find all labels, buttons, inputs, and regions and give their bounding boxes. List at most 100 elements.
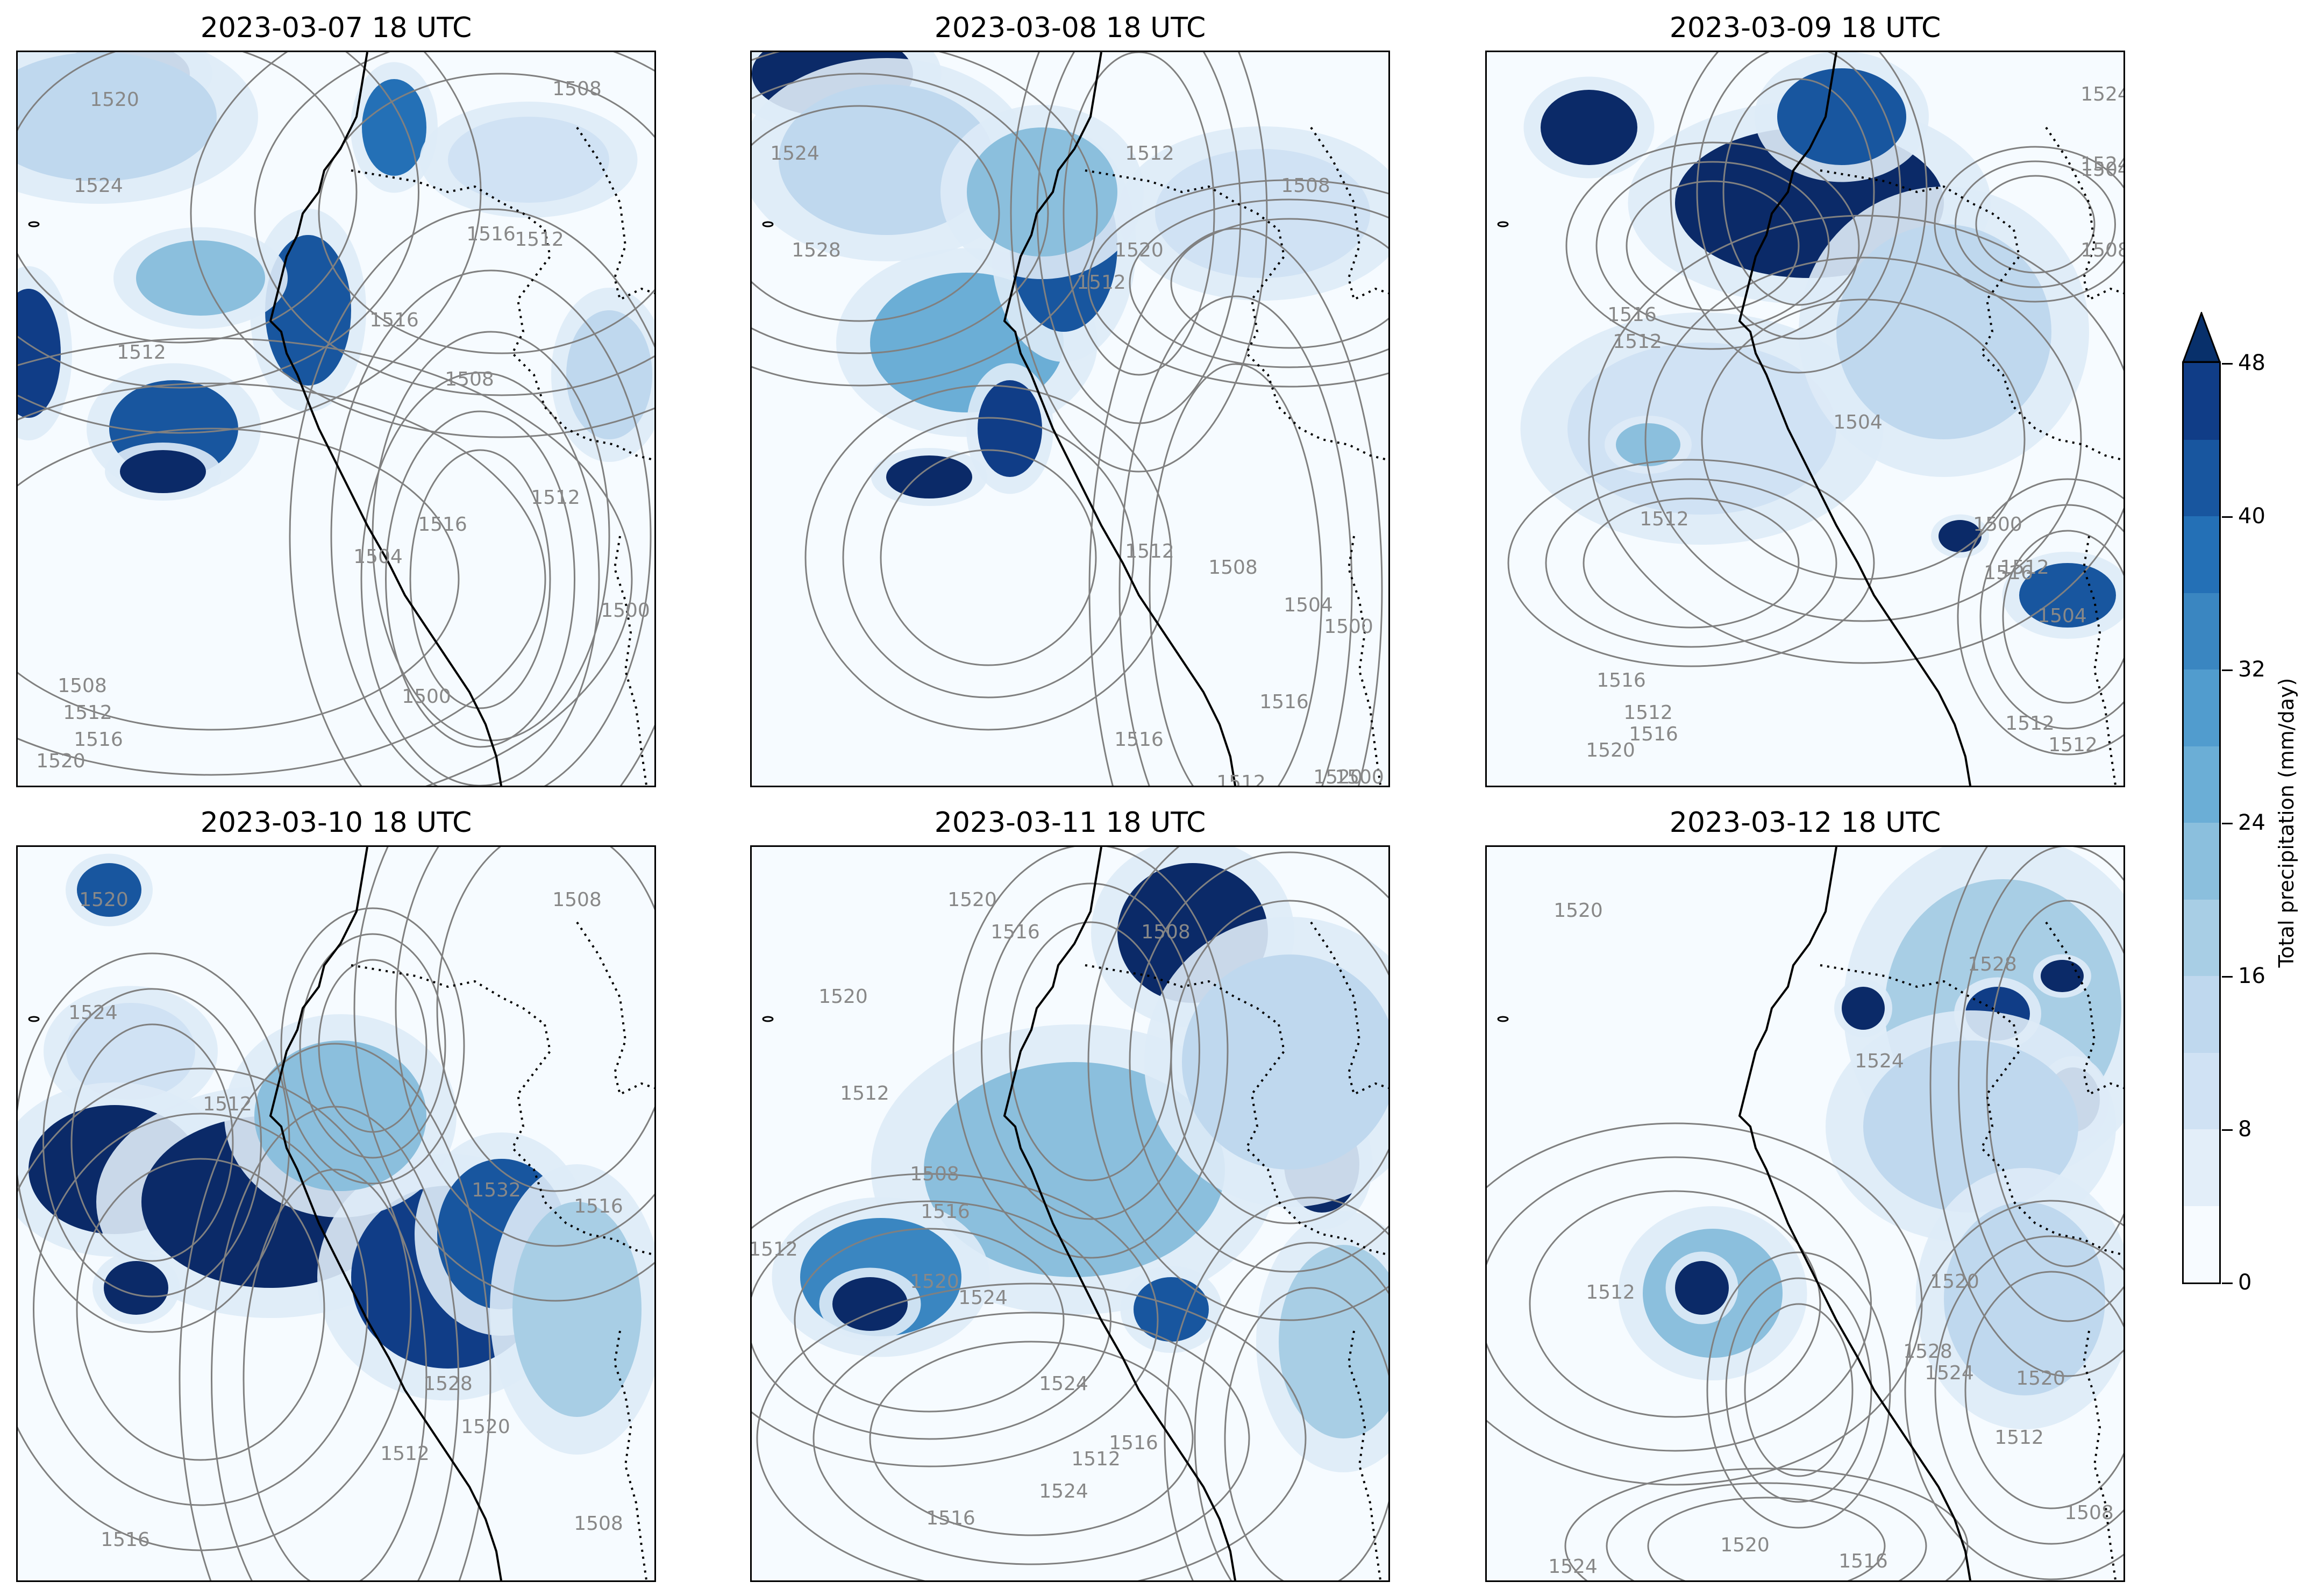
contour-label: 1508 <box>574 1513 623 1535</box>
geopotential-contour <box>289 208 654 786</box>
contour-label: 1524 <box>68 1002 118 1024</box>
geopotential-contour <box>804 384 1172 731</box>
colorbar-tick-label: 16 <box>2238 964 2265 988</box>
geopotential-contour <box>243 1168 427 1580</box>
geopotential-contour <box>1934 1235 2123 1545</box>
geopotential-contour <box>813 1312 1250 1565</box>
country-border <box>576 126 654 301</box>
precip-area <box>886 455 972 498</box>
geopotential-contour <box>794 1228 1065 1413</box>
contour-label: 1512 <box>380 1443 430 1465</box>
contour-label: 1520 <box>36 750 85 772</box>
colorbar-segment <box>2184 363 2219 440</box>
contour-label: 1508 <box>2064 1502 2114 1524</box>
contour-label: 1512 <box>752 1238 798 1260</box>
colorbar-segment <box>2184 822 2219 900</box>
contour-label: 1520 <box>461 1416 510 1438</box>
contour-label: 1512 <box>1077 272 1126 294</box>
precip-area <box>1279 1245 1388 1438</box>
contour-label: 1512 <box>2048 734 2098 756</box>
coastline <box>1003 52 1237 786</box>
precip-area <box>18 52 217 181</box>
geopotential-contour <box>1725 1277 1872 1503</box>
contour-label: 1504 <box>353 546 403 568</box>
geopotential-contour <box>1670 52 1928 374</box>
colorbar-segment <box>2184 669 2219 746</box>
precip-area <box>924 1062 1225 1277</box>
panel-title-1: 2023-03-07 18 UTC <box>200 12 472 44</box>
precip-area <box>978 380 1042 477</box>
country-border <box>2045 921 2123 1096</box>
precip-area <box>1182 954 1388 1170</box>
colorbar-tick <box>2222 823 2233 824</box>
map-panel-4: 1520 1508 1524 1512 1532 1516 1528 1520 1512 1516… <box>16 845 656 1582</box>
coastline <box>1003 847 1237 1580</box>
geopotential-contour <box>1149 363 1323 786</box>
contour-label: 1508 <box>1281 175 1330 197</box>
geopotential-contour <box>18 382 546 776</box>
geopotential-contour <box>1975 175 2096 274</box>
contour-label: 1504 <box>2037 605 2087 627</box>
geopotential-contour <box>1170 900 1388 1224</box>
country-border <box>351 964 546 1025</box>
geopotential-contour <box>18 52 419 389</box>
geopotential-contour <box>385 410 575 748</box>
geopotential-contour <box>1744 1303 1854 1477</box>
geopotential-contour <box>360 372 600 786</box>
contour-label: 1512 <box>1071 1448 1121 1470</box>
colorbar-segment <box>2184 975 2219 1053</box>
geopotential-contour <box>1722 78 1875 306</box>
contour-label: 1528 <box>423 1373 473 1395</box>
contour-label: 1524 <box>770 142 819 165</box>
contour-label: 1500 <box>1335 766 1384 787</box>
contour-label: 1520 <box>79 889 129 911</box>
geopotential-contour <box>70 1023 234 1262</box>
contour-label: 1520 <box>2016 1367 2065 1390</box>
country-border <box>1085 964 1280 1025</box>
precip-area <box>512 1202 642 1417</box>
coastline <box>1738 52 1972 786</box>
colorbar-tick-label: 0 <box>2238 1270 2252 1295</box>
geopotential-contour <box>330 269 652 786</box>
geopotential-contour <box>1170 218 1388 349</box>
geopotential-contour <box>842 417 1135 699</box>
contour-label: 1516 <box>1607 304 1657 326</box>
contour-label: 1516 <box>1838 1550 1888 1572</box>
geopotential-contour <box>1224 1287 1388 1580</box>
precip-area <box>1842 987 1885 1030</box>
precip-area <box>779 84 994 235</box>
colorbar-tick <box>2222 1282 2233 1284</box>
geopotential-contour <box>318 73 654 354</box>
colorbar-segment <box>2184 1205 2219 1282</box>
geopotential-contour <box>1986 900 2123 1267</box>
coastline <box>269 52 503 786</box>
colorbar-tick-label: 32 <box>2238 657 2265 682</box>
geopotential-contour <box>752 1200 1111 1440</box>
colorbar-segment <box>2184 745 2219 823</box>
country-border <box>1980 229 2123 461</box>
geopotential-contour <box>1588 215 2123 664</box>
country-border <box>1820 169 2015 231</box>
geopotential-contour <box>1696 52 1901 340</box>
precip-area <box>832 1277 908 1331</box>
contour-label: 1524 <box>1039 1373 1088 1395</box>
contour-label: 1528 <box>1968 953 2017 975</box>
precip-area <box>136 240 265 316</box>
contour-label: 1504 <box>1833 411 1883 433</box>
country-border <box>511 1024 654 1256</box>
geopotential-contour <box>409 449 551 709</box>
colorbar-extend-arrow <box>2182 312 2221 363</box>
country-border <box>511 229 654 461</box>
geopotential-contour <box>1194 1242 1388 1580</box>
contour-label: 1512 <box>1623 702 1673 724</box>
geopotential-contour <box>33 1113 368 1506</box>
contour-label: 1520 <box>1586 739 1635 761</box>
contour-label: 1524 <box>958 1287 1008 1309</box>
contour-label: 1512 <box>1216 772 1266 787</box>
colorbar-tick-label: 40 <box>2238 504 2265 529</box>
geopotential-contour <box>752 52 1098 387</box>
geopotential-contour <box>1606 1482 1927 1580</box>
geopotential-contour <box>1957 478 2123 756</box>
map-panel-2: 1524 1512 1508 1528 1520 1512 1512 1508 1504 1500… <box>750 51 1390 787</box>
panel-title-6: 2023-03-12 18 UTC <box>1669 807 1941 839</box>
